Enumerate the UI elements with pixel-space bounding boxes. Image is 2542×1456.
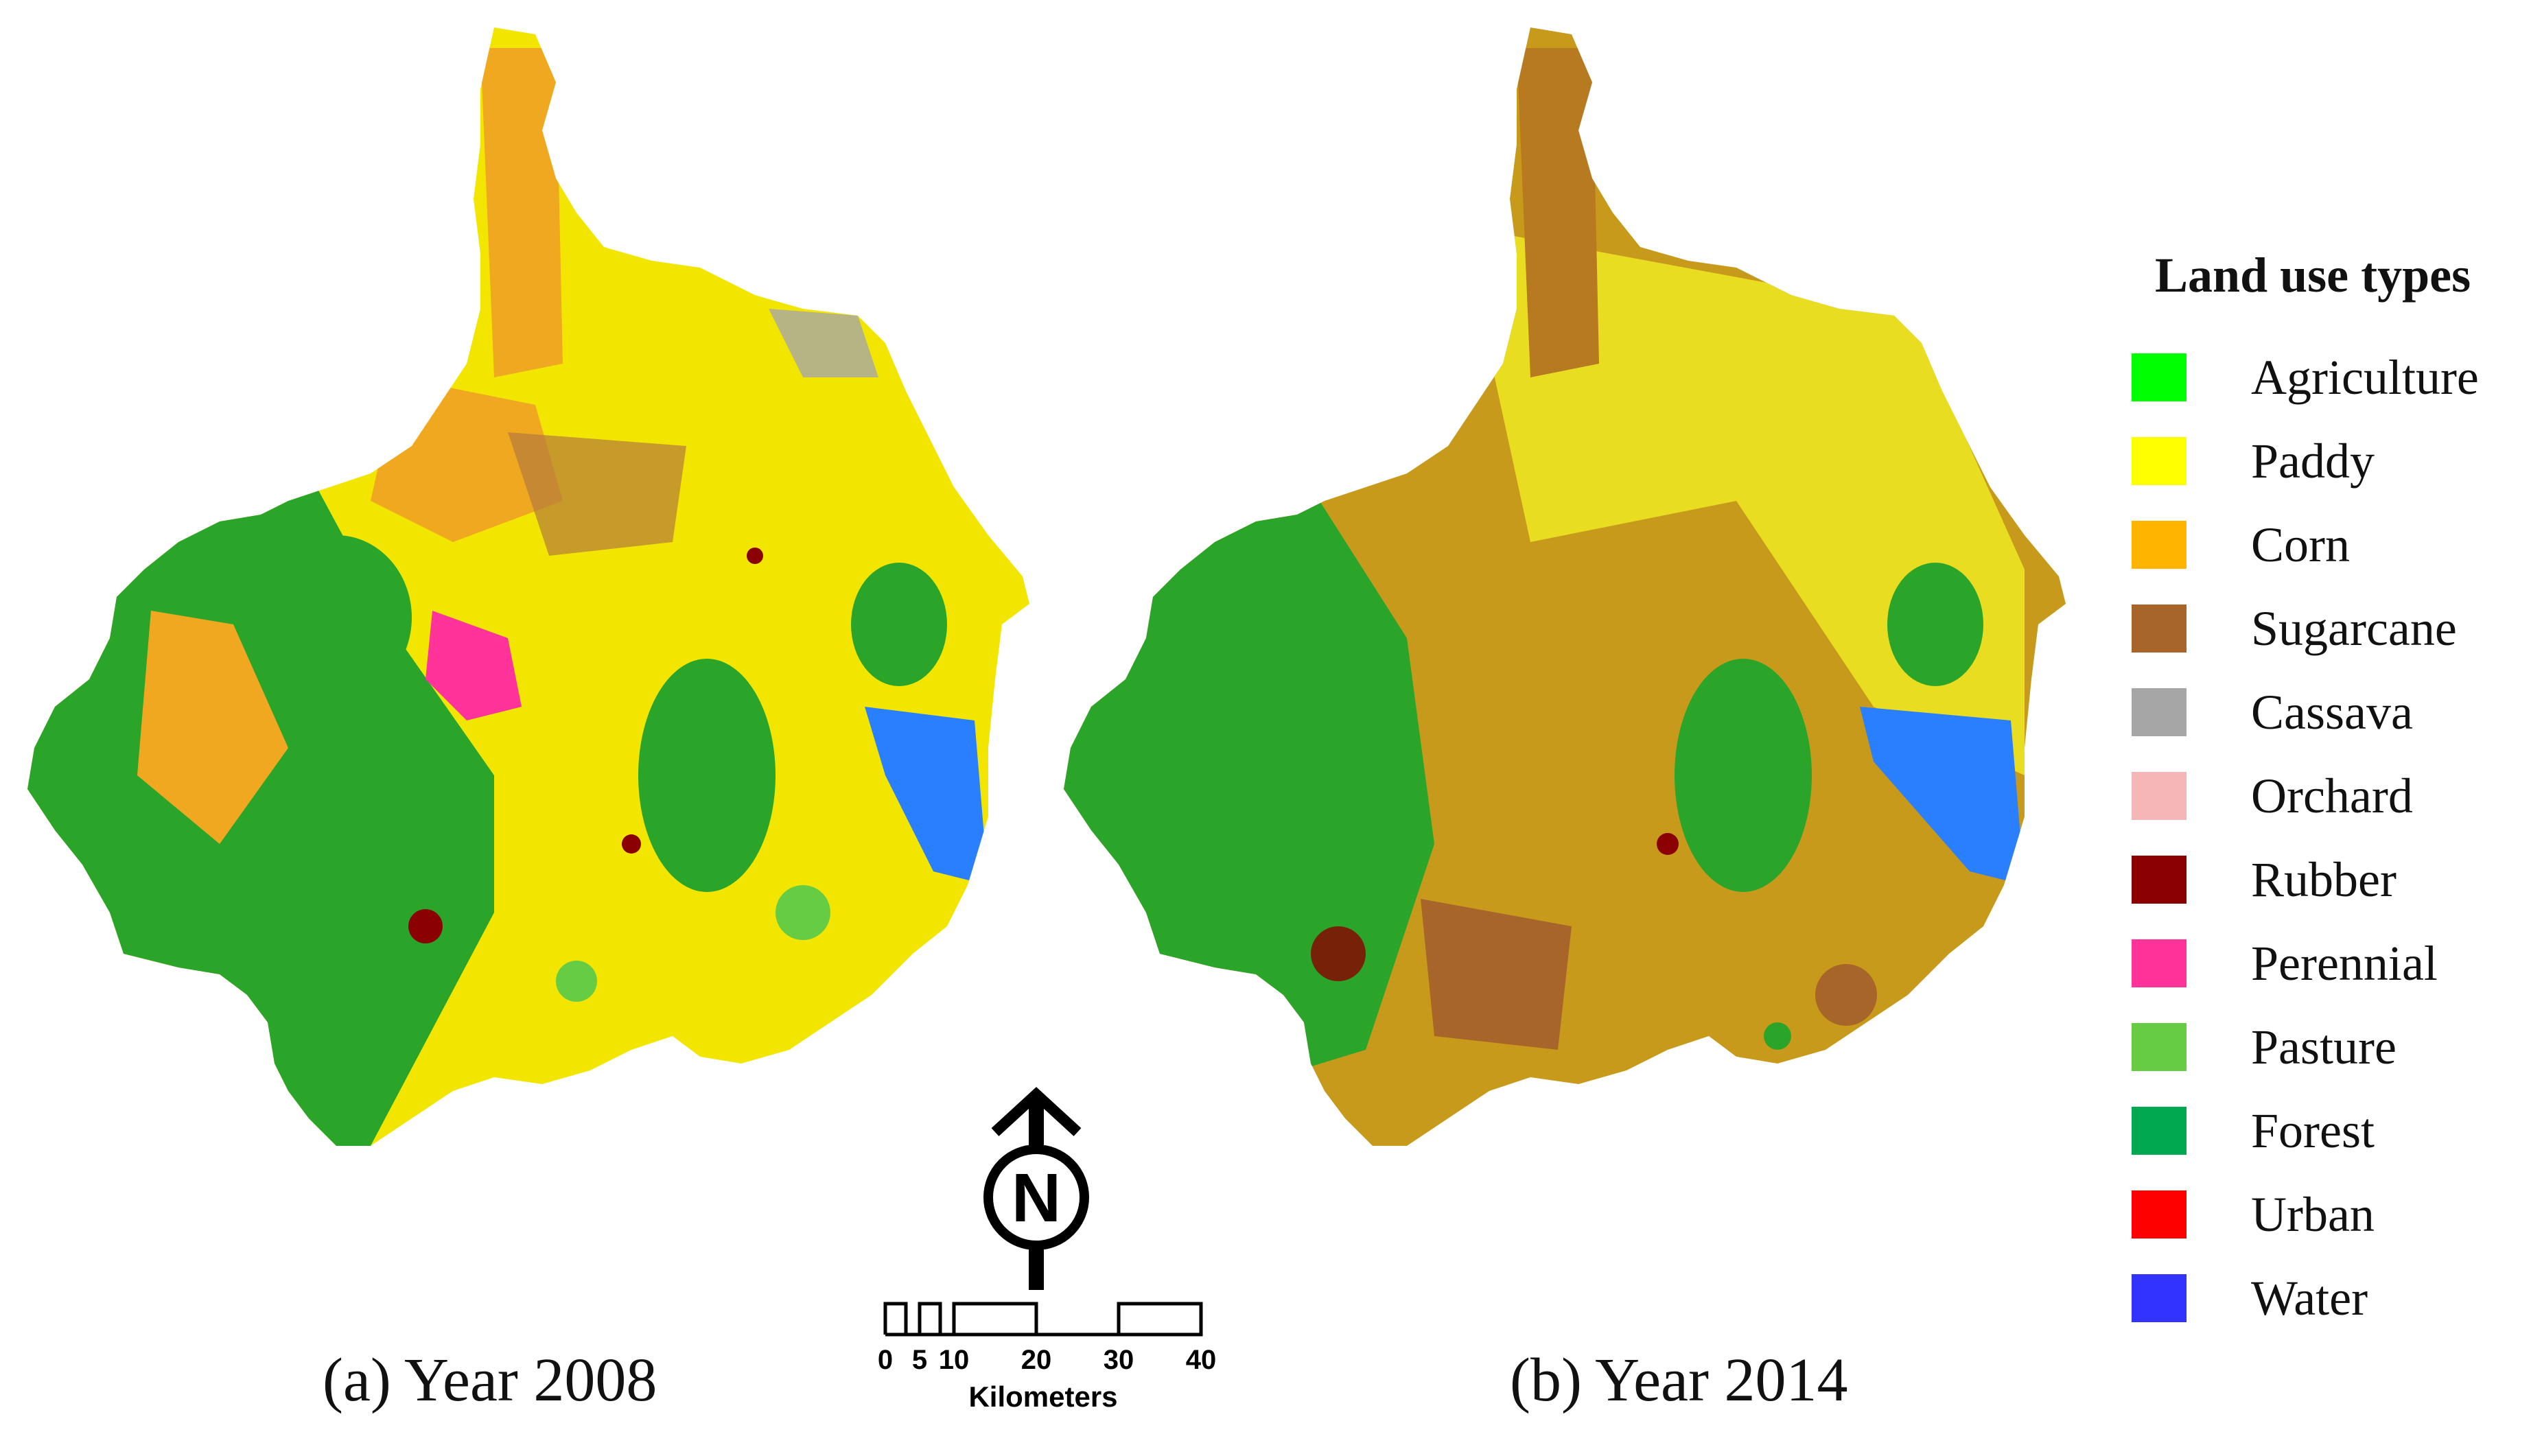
legend-swatch-orchard (2132, 772, 2187, 820)
scale-tick-20: 20 (1021, 1345, 1052, 1375)
scale-tick-30: 30 (1104, 1345, 1134, 1375)
map-2008-raster (27, 27, 1029, 1146)
legend-swatch-rubber (2132, 856, 2187, 904)
scale-bar-graphic: 0 5 10 20 30 40 Kilometers (878, 1302, 1217, 1413)
legend-label: Orchard (2251, 768, 2413, 823)
legend-label: Sugarcane (2251, 601, 2457, 656)
map-2008 (14, 21, 1043, 1338)
map-2008-caption: (a) Year 2008 (323, 1346, 657, 1414)
legend-label: Rubber (2251, 852, 2397, 907)
scale-tick-10: 10 (939, 1345, 970, 1375)
scale-bar: 0 5 10 20 30 40 Kilometers (878, 1290, 1235, 1427)
legend-label: Pasture (2251, 1020, 2397, 1075)
legend-label: Forest (2251, 1103, 2375, 1158)
legend-label: Paddy (2251, 434, 2375, 489)
north-arrow-icon: N (983, 1087, 1089, 1290)
legend-swatch-pasture (2132, 1023, 2187, 1071)
map-2014-caption: (b) Year 2014 (1510, 1346, 1848, 1414)
legend-swatch-cassava (2132, 688, 2187, 736)
north-arrow-letter: N (1012, 1160, 1061, 1236)
legend-swatch-sugarcane (2132, 604, 2187, 653)
legend-label: Cassava (2251, 685, 2413, 740)
legend-title: Land use types (2155, 248, 2471, 303)
legend-label: Agriculture (2251, 350, 2479, 405)
legend-label: Water (2251, 1271, 2368, 1326)
scale-tick-0: 0 (878, 1345, 893, 1375)
legend-swatch-corn (2132, 521, 2187, 569)
map-2014-raster (1064, 27, 2066, 1146)
legend-swatch-perennial (2132, 939, 2187, 987)
legend-swatch-water (2132, 1274, 2187, 1322)
north-arrow: N (961, 1084, 1112, 1290)
legend-swatch-paddy (2132, 437, 2187, 485)
scale-tick-5: 5 (912, 1345, 927, 1375)
legend-label: Perennial (2251, 936, 2438, 991)
legend: Land use types Agriculture Paddy Corn Sugar… (2127, 247, 2539, 1326)
scale-unit-label: Kilometers (968, 1381, 1117, 1413)
legend-label: Urban (2251, 1187, 2375, 1242)
map-2014 (1050, 21, 2079, 1338)
legend-label: Corn (2251, 517, 2350, 572)
scale-tick-40: 40 (1186, 1345, 1217, 1375)
legend-swatch-forest (2132, 1107, 2187, 1155)
legend-swatch-agriculture (2132, 353, 2187, 401)
legend-swatch-urban (2132, 1190, 2187, 1238)
